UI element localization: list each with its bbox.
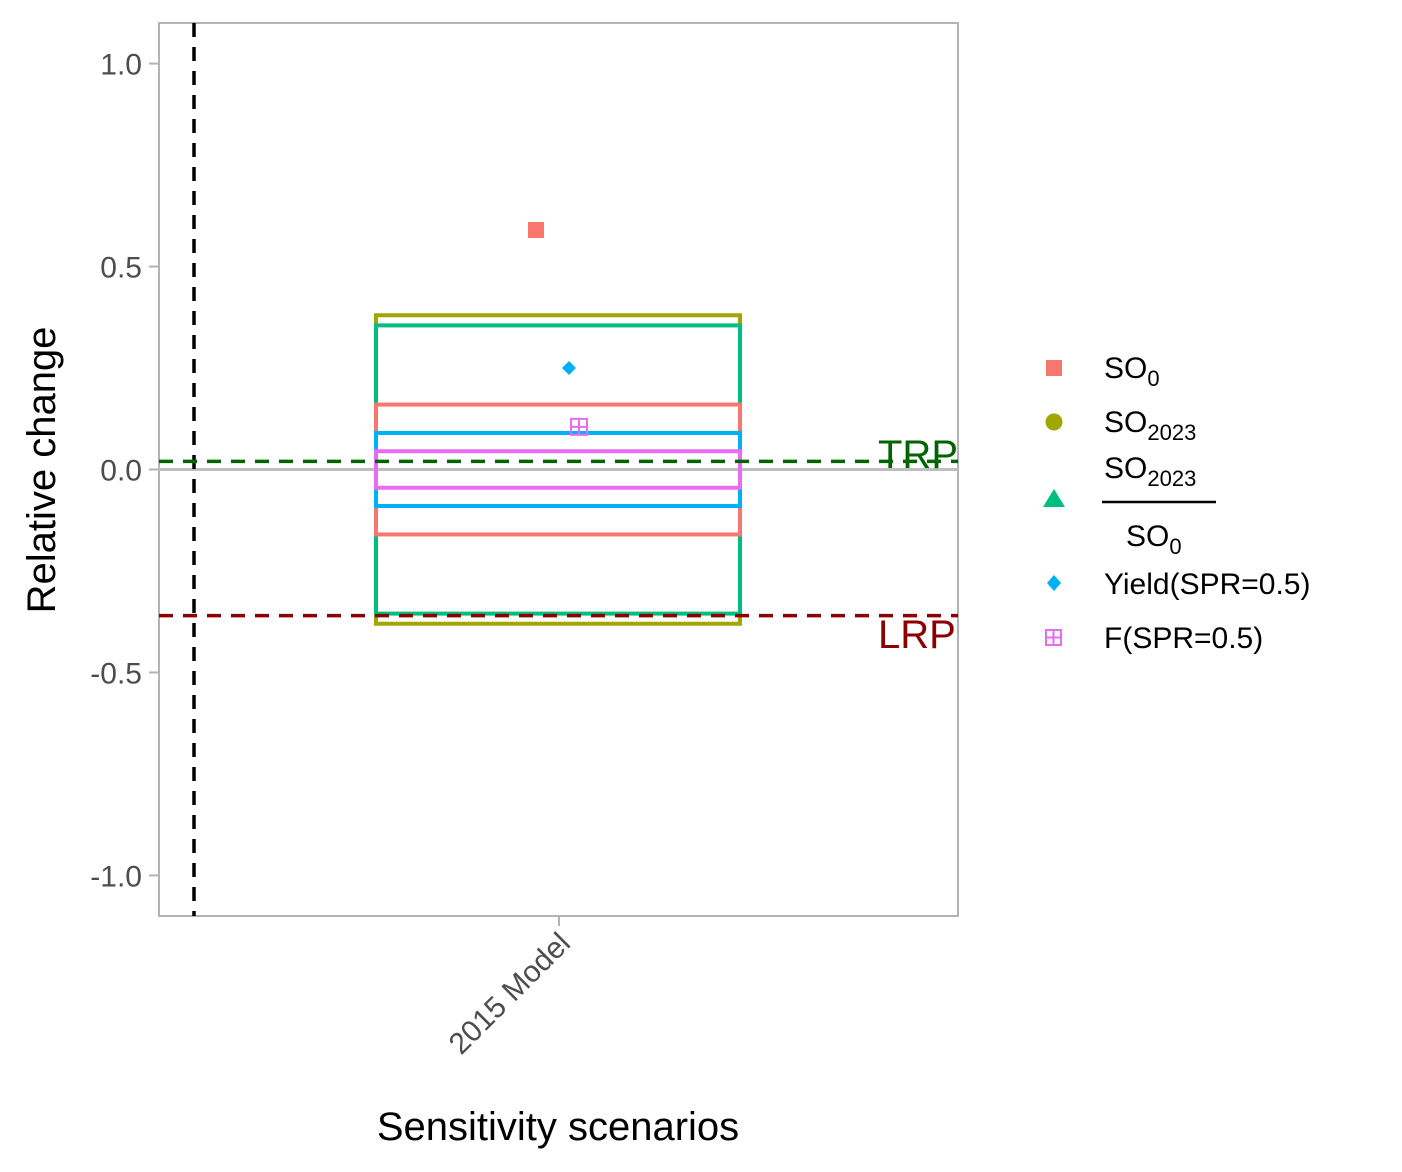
legend-sub-ratio-den: 0 [1169,534,1181,559]
legend-diamond-icon [1047,575,1061,591]
legend-sub-so2023: 2023 [1147,420,1196,445]
legend-triangle-icon [1043,489,1065,507]
svg-text:SO0: SO0 [1126,520,1182,559]
x-axis-title: Sensitivity scenarios [377,1105,739,1149]
legend-square-plus-icon [1045,629,1062,646]
point-so0 [528,222,544,239]
legend-item-ratio: SO2023 SO0 [1043,452,1216,559]
legend-item-so0: SO0 [1046,352,1160,391]
legend-label-f: F(SPR=0.5) [1104,622,1263,655]
legend-square-icon [1046,360,1062,376]
legend-item-yield: Yield(SPR=0.5) [1047,568,1310,601]
point-yield [562,361,576,376]
svg-text:SO0: SO0 [1104,352,1160,391]
legend-circle-icon [1045,413,1063,431]
y-tick-label: -0.5 [90,657,142,690]
legend-sub-so0: 0 [1147,366,1159,391]
legend-item-f: F(SPR=0.5) [1045,622,1263,655]
lrp-label: LRP [878,613,956,657]
y-tick-label: 0.0 [100,455,142,488]
svg-text:SO2023: SO2023 [1104,406,1196,445]
y-tick-label: -1.0 [90,860,142,893]
plot-layer [159,23,958,916]
legend-label-so0: SO [1104,352,1147,385]
y-axis-title: Relative change [20,327,64,614]
legend-label-ratio-num: SO [1104,452,1147,485]
legend-item-so2023: SO2023 [1045,406,1196,445]
legend: SO0 SO2023 SO2023 SO0 Yield(SPR=0.5) F(S… [1043,352,1310,655]
legend-sub-ratio-num: 2023 [1147,466,1196,491]
y-tick-label: 0.5 [100,252,142,285]
x-tick-label: 2015 Model [443,927,577,1061]
band-f-spr-0-5- [374,449,742,490]
point-f [570,417,588,436]
legend-label-so2023: SO [1104,406,1147,439]
y-axis: 1.0 0.5 0.0 -0.5 -1.0 [90,49,159,893]
y-tick-label: 1.0 [100,49,142,82]
legend-label-ratio-den: SO [1126,520,1169,553]
svg-text:SO2023: SO2023 [1104,452,1196,491]
trp-label: TRP [878,433,958,477]
legend-label-yield: Yield(SPR=0.5) [1104,568,1310,601]
